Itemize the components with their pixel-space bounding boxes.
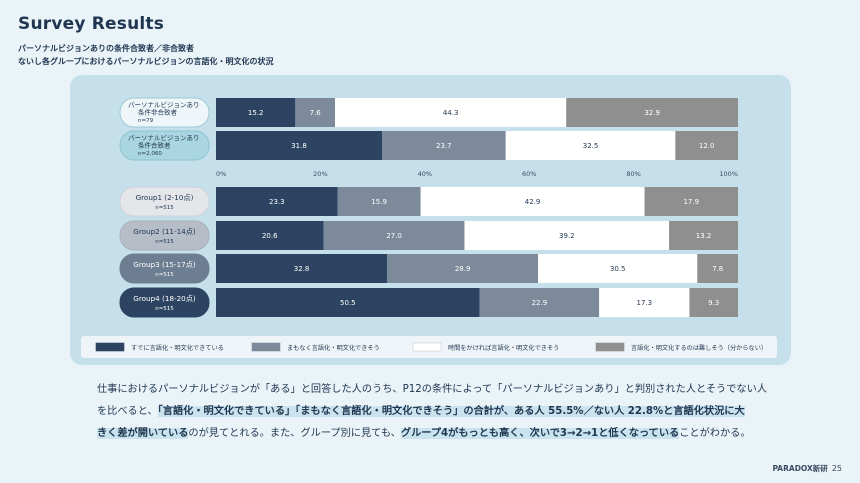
x-tick-label: 60% xyxy=(522,170,536,178)
page-title: Survey Results xyxy=(18,14,165,34)
summary-paragraph-line-2: を比べると、「言語化・明文化できている」「まもなく言語化・明文化できそう」の合計… xyxy=(97,401,777,423)
bar-segment xyxy=(295,98,336,127)
data-label: 32.5 xyxy=(583,142,599,150)
legend-swatch xyxy=(251,342,281,352)
legend-label: 時間をかければ言語化・明文化できそう xyxy=(448,344,559,352)
summary-text: 仕事におけるパーソナルビジョンが「ある」と回答した人のうち、P12の条件によって… xyxy=(97,384,767,395)
summary-text: ことがわかる。 xyxy=(679,428,751,439)
category-label: 条件非合致者 xyxy=(138,108,178,117)
bar-segment xyxy=(387,254,539,283)
bar-segment xyxy=(337,187,421,216)
bar-segment xyxy=(464,221,670,250)
data-label: 31.8 xyxy=(291,142,307,150)
bar-segment xyxy=(216,131,382,160)
category-n: n=515 xyxy=(155,306,174,312)
category-label: Group1 (2-10点) xyxy=(136,193,194,202)
data-label: 23.7 xyxy=(436,142,452,150)
data-label: 50.5 xyxy=(340,299,356,307)
legend-label: まもなく言語化・明文化できそう xyxy=(287,344,380,352)
page-number: 25 xyxy=(831,464,842,473)
category-label: Group3 (15-17点) xyxy=(133,260,196,269)
data-label: 44.3 xyxy=(443,109,459,117)
bar-segment xyxy=(505,131,676,160)
data-label: 12.0 xyxy=(699,142,715,150)
category-label-pill xyxy=(119,130,210,161)
bar-segment xyxy=(216,254,388,283)
bar-segment xyxy=(216,187,338,216)
legend-label: すでに言語化・明文化できている xyxy=(131,344,224,352)
x-tick-label: 0% xyxy=(216,170,226,178)
data-label: 42.9 xyxy=(525,198,541,206)
category-n: n=515 xyxy=(155,272,174,278)
data-label: 32.8 xyxy=(294,265,310,273)
bar-segment xyxy=(689,288,738,317)
footer: PARADOX新研 25 xyxy=(773,463,843,474)
data-label: 22.9 xyxy=(532,299,548,307)
data-label: 17.9 xyxy=(683,198,699,206)
summary-paragraph-line-1: 仕事におけるパーソナルビジョンが「ある」と回答した人のうち、P12の条件によって… xyxy=(97,379,777,401)
category-n: n=515 xyxy=(155,205,174,211)
x-tick-label: 100% xyxy=(719,170,738,178)
data-label: 28.9 xyxy=(455,265,471,273)
data-label: 13.2 xyxy=(696,232,712,240)
data-label: 20.6 xyxy=(262,232,278,240)
data-label: 15.9 xyxy=(371,198,387,206)
bar-segment xyxy=(420,187,645,216)
legend-swatch xyxy=(412,342,442,352)
category-n: n=515 xyxy=(155,239,174,245)
bar-segment xyxy=(323,221,465,250)
bar-segment xyxy=(697,254,738,283)
data-label: 27.0 xyxy=(386,232,402,240)
bar-segment xyxy=(599,288,690,317)
subtitle-line-1: パーソナルビジョンありの条件合致者／非合致者 xyxy=(18,44,194,53)
footer-brand: PARADOX新研 xyxy=(772,464,828,473)
bar-segment xyxy=(538,254,698,283)
x-tick-label: 40% xyxy=(418,170,432,178)
subtitle-line-2: ないし各グループにおけるパーソナルビジョンの言語化・明文化の状況 xyxy=(18,57,274,66)
category-label-pill xyxy=(119,220,210,251)
bar-segment xyxy=(675,131,738,160)
legend-label: 言語化・明文化するのは難しそう（分からない） xyxy=(631,344,767,352)
summary-paragraph-line-3: きく差が開いているのが見てとれる。また、グループ別に見ても、グループ4がもっとも… xyxy=(97,423,777,445)
category-label-pill xyxy=(119,186,210,217)
data-label: 32.9 xyxy=(644,109,660,117)
category-n: n=2,060 xyxy=(138,151,162,157)
bar-segment xyxy=(669,221,738,250)
data-label: 7.8 xyxy=(712,265,723,273)
bar-segment xyxy=(479,288,600,317)
data-label: 39.2 xyxy=(559,232,575,240)
bar-segment xyxy=(566,98,738,127)
category-n: n=79 xyxy=(138,118,154,124)
category-label: パーソナルビジョンあり xyxy=(128,133,200,142)
data-label: 15.2 xyxy=(248,109,264,117)
category-label-pill xyxy=(119,97,210,128)
legend-swatch xyxy=(595,342,625,352)
bar-segment xyxy=(216,288,480,317)
x-tick-label: 20% xyxy=(313,170,327,178)
summary-highlight: きく差が開いている xyxy=(97,428,189,439)
data-label: 17.3 xyxy=(637,299,653,307)
category-label-pill xyxy=(119,253,210,284)
bar-segment xyxy=(216,221,324,250)
category-label: Group2 (11-14点) xyxy=(133,227,196,236)
category-label-pill xyxy=(119,287,210,318)
category-label: パーソナルビジョンあり xyxy=(128,100,200,109)
x-tick-label: 80% xyxy=(626,170,640,178)
summary-text: を比べると、 xyxy=(97,406,158,417)
data-label: 7.6 xyxy=(310,109,322,117)
bar-segment xyxy=(644,187,738,216)
data-label: 30.5 xyxy=(610,265,626,273)
legend-swatch xyxy=(95,342,125,352)
bar-segment xyxy=(335,98,567,127)
bar-segment xyxy=(381,131,506,160)
data-label: 9.3 xyxy=(708,299,719,307)
category-label: Group4 (18-20点) xyxy=(133,294,196,303)
summary-highlight: グループ4がもっとも高く、次いで3→2→1と低くなっている xyxy=(400,428,680,439)
data-label: 23.3 xyxy=(269,198,285,206)
bar-segment xyxy=(216,98,296,127)
summary-highlight: 「言語化・明文化できている」「まもなく言語化・明文化できそう」の合計が、ある人 … xyxy=(157,406,745,417)
category-label: 条件合致者 xyxy=(138,141,171,150)
summary-text: のが見てとれる。また、グループ別に見ても、 xyxy=(188,428,401,439)
